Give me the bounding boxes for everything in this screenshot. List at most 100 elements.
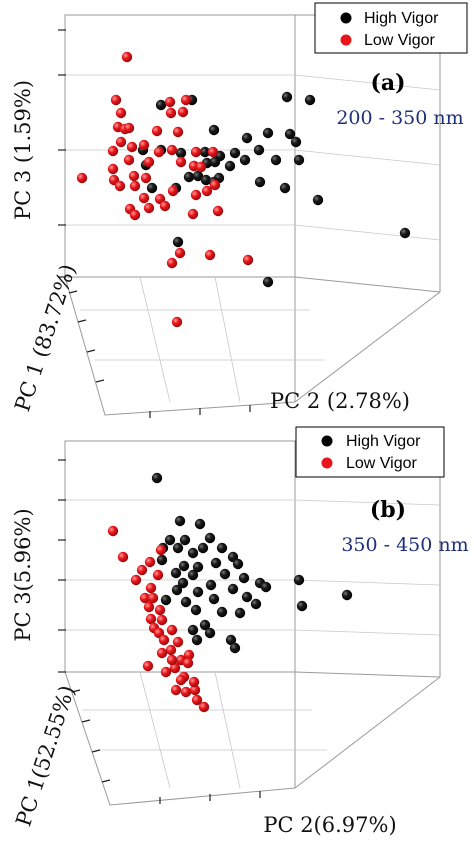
panel-b-high-vigor-point xyxy=(241,591,253,603)
panel-b-high-vigor-point xyxy=(225,634,237,646)
panel-b-high-vigor-point xyxy=(178,560,190,572)
panel-b-high-vigor-point xyxy=(210,557,222,569)
panel-b-low-vigor-point xyxy=(145,613,157,625)
panel-b-low-vigor-point xyxy=(147,592,159,604)
panel-b-low-vigor-point xyxy=(160,666,172,678)
panel-b-low-vigor-point xyxy=(143,601,155,613)
panel-b-low-vigor-point xyxy=(152,569,164,581)
panel-a-low-vigor-point xyxy=(123,122,135,134)
panel-a-high-vigor-point xyxy=(312,194,324,206)
panel-b-low-vigor-point xyxy=(139,592,151,604)
panel-b-low-vigor-point xyxy=(130,574,142,586)
panel-a-high-vigor-point xyxy=(262,127,274,139)
panel-a-high-vigor-point xyxy=(304,94,316,106)
panel-a-high-vigor-point xyxy=(199,146,211,158)
panel-a-low-vigor-point xyxy=(115,107,127,119)
panel-a-low-vigor-point xyxy=(190,146,202,158)
panel-b-low-vigor-point xyxy=(144,556,156,568)
panel-a-low-vigor-point xyxy=(175,156,187,168)
panel-a-low-vigor-point xyxy=(123,154,135,166)
panel-b-low-vigor-point xyxy=(142,660,154,672)
panel-a-high-vigor-point xyxy=(241,132,253,144)
panel-b-legend-marker-high xyxy=(321,435,333,447)
panel-b-range-label: 350 - 450 nm xyxy=(341,534,468,556)
panel-a-label: (a) xyxy=(370,70,405,96)
panel-b-high-vigor-point xyxy=(187,624,199,636)
panel-b-high-vigor-point xyxy=(191,634,203,646)
panel-a-high-vigor-point xyxy=(200,174,212,186)
panel-a-low-vigor-point xyxy=(76,172,88,184)
panel-a-high-vigor-point xyxy=(239,154,251,166)
panel-a-legend-marker-high xyxy=(340,12,352,24)
panel-a-low-vigor-point xyxy=(195,161,207,173)
panel-b-high-vigor-point xyxy=(219,568,231,580)
panel-a-low-vigor-point xyxy=(129,180,141,192)
panel-b-high-vigor-point xyxy=(151,472,163,484)
panel-b-high-vigor-point xyxy=(296,600,308,612)
panel-a-high-vigor-point xyxy=(183,171,195,183)
panel-b-low-vigor-point xyxy=(180,686,192,698)
panel-b-legend-high-vigor: High Vigor xyxy=(346,433,421,450)
panel-a-low-vigor-point xyxy=(204,249,216,261)
panel-b-low-vigor-point xyxy=(145,582,157,594)
panel-a-z-axis-label: PC 1 (83.72%) xyxy=(10,261,80,414)
panel-b-points xyxy=(107,472,353,713)
panel-a-low-vigor-point xyxy=(209,179,221,191)
panel-a-range-label: 200 - 350 nm xyxy=(336,107,463,129)
panel-a-low-vigor-point xyxy=(114,180,126,192)
panel-a-low-vigor-point xyxy=(166,257,178,269)
panel-a-low-vigor-point xyxy=(171,316,183,328)
panel-a-ticks xyxy=(58,29,251,418)
panel-a-low-vigor-point xyxy=(115,136,127,148)
panel-a-points xyxy=(76,51,411,328)
panel-b-low-vigor-point xyxy=(156,647,168,659)
panel-b-high-vigor-point xyxy=(170,567,182,579)
panel-b-high-vigor-point xyxy=(227,583,239,595)
panel-b-high-vigor-point xyxy=(180,596,192,608)
panel-b-low-vigor-point xyxy=(166,624,178,636)
panel-a-legend: High Vigor Low Vigor xyxy=(314,2,468,54)
panel-b-high-vigor-point xyxy=(204,532,216,544)
panel-a-high-vigor-point xyxy=(262,276,274,288)
panel-a-legend-marker-low xyxy=(340,34,352,46)
panel-b-ticks xyxy=(58,459,261,804)
panel-b-high-vigor-point xyxy=(179,534,191,546)
panel-a-high-vigor-point xyxy=(208,124,220,136)
panel-a-y-axis-label: PC 3 (1.59%) xyxy=(11,80,35,220)
panel-b-low-vigor-point xyxy=(158,634,170,646)
panel-b-high-vigor-point xyxy=(199,619,211,631)
panel-a-high-vigor-point xyxy=(146,182,158,194)
panel-b-high-vigor-point xyxy=(205,579,217,591)
panel-b-low-vigor-point xyxy=(189,684,201,696)
panel-a-low-vigor-point xyxy=(110,94,122,106)
panel-b-low-vigor-point xyxy=(172,636,184,648)
panel-b-low-vigor-point xyxy=(170,684,182,696)
panel-a-low-vigor-point xyxy=(107,163,119,175)
panel-b-label: (b) xyxy=(370,497,406,523)
panel-a-low-vigor-point xyxy=(153,146,165,158)
panel-b-low-vigor-point xyxy=(182,657,194,669)
panel-b-high-vigor-point xyxy=(204,627,216,639)
panel-a: PC 3 (1.59%) PC 1 (83.72%) PC 2 (2.78%) … xyxy=(10,2,468,418)
panel-a-low-vigor-point xyxy=(143,156,155,168)
panel-b-low-vigor-point xyxy=(154,604,166,616)
panel-b-high-vigor-point xyxy=(187,547,199,559)
panel-a-low-vigor-point xyxy=(143,202,155,214)
panel-b-high-vigor-point xyxy=(216,542,228,554)
panel-a-high-vigor-point xyxy=(229,147,241,159)
panel-b-high-vigor-point xyxy=(172,542,184,554)
panel-a-legend-box xyxy=(314,2,468,54)
panel-b-high-vigor-point xyxy=(190,604,202,616)
panel-b-low-vigor-point xyxy=(183,649,195,661)
panel-a-low-vigor-point xyxy=(128,170,140,182)
panel-b-high-vigor-point xyxy=(260,581,272,593)
panel-a-high-vigor-point xyxy=(399,227,411,239)
panel-b-legend-marker-low xyxy=(321,457,333,469)
panel-a-low-vigor-point xyxy=(126,141,138,153)
panel-b-legend-box xyxy=(295,426,445,478)
panel-a-low-vigor-point xyxy=(107,145,119,157)
panel-a-low-vigor-point xyxy=(138,139,150,151)
panel-b-low-vigor-point xyxy=(165,644,177,656)
panel-b-low-vigor-point xyxy=(198,701,210,713)
panel-a-low-vigor-point xyxy=(121,51,133,63)
